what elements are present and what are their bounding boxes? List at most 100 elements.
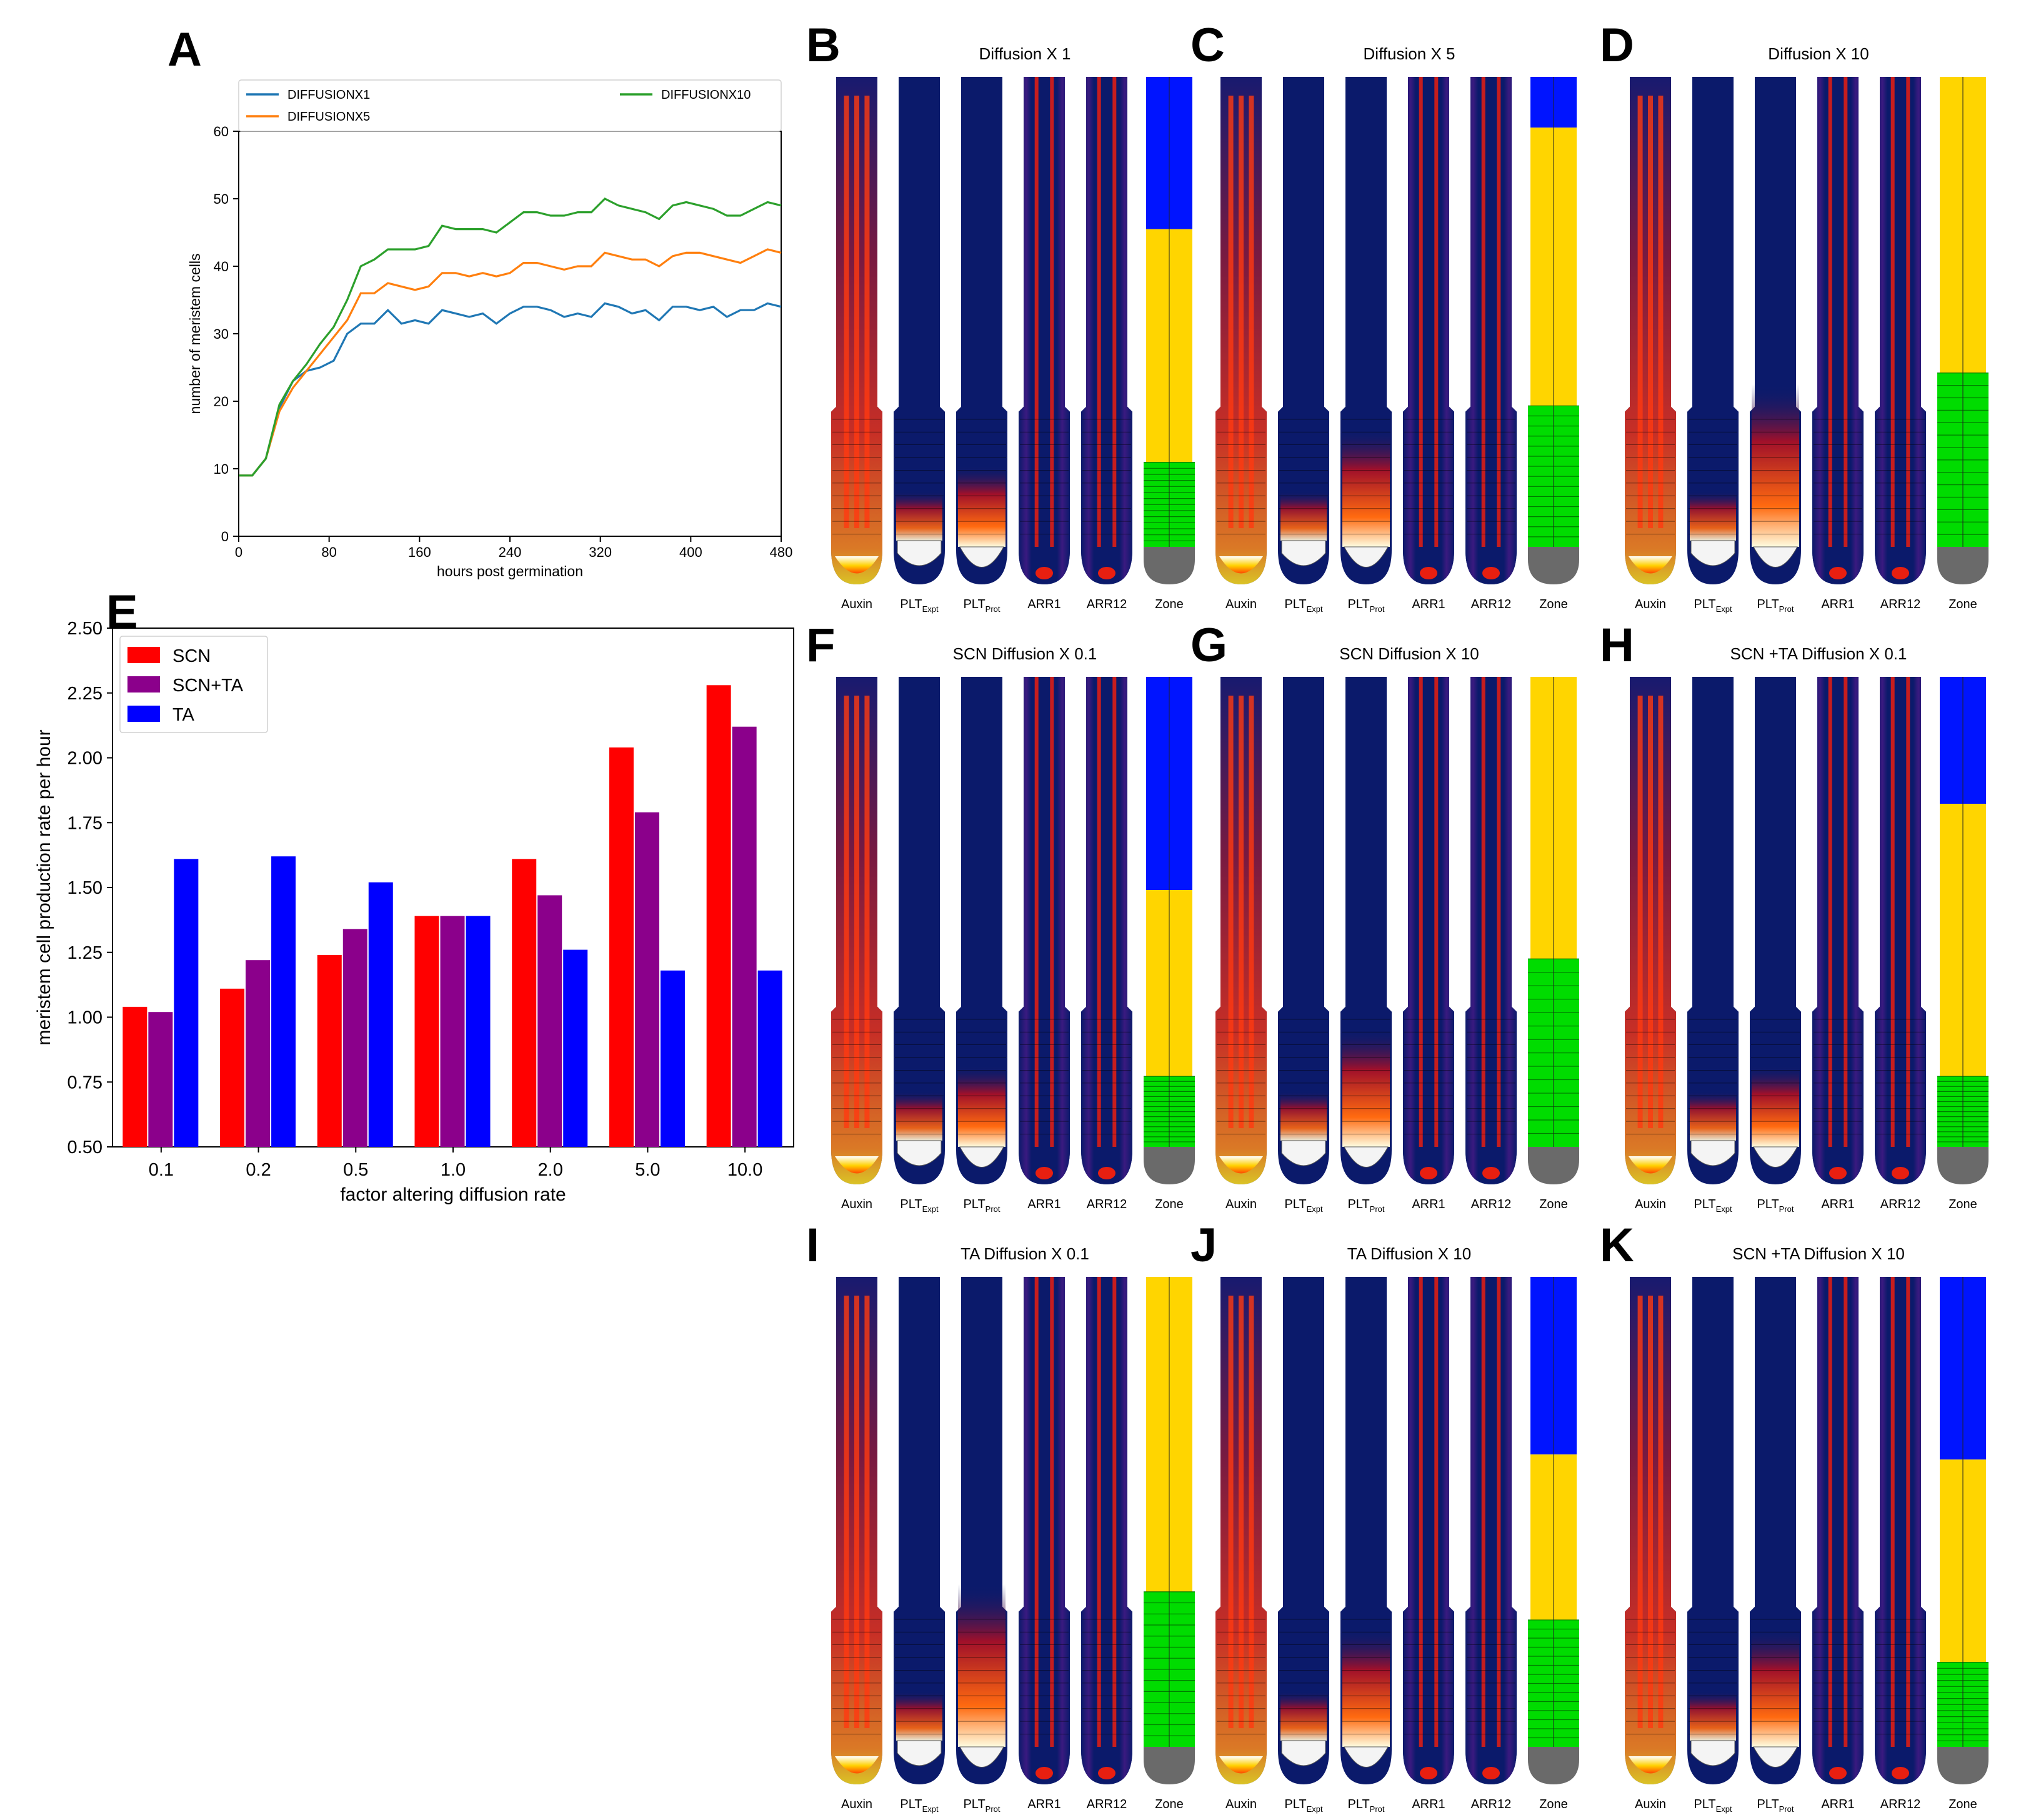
x-tick-label: 2.0 <box>538 1160 563 1180</box>
arr-stripe <box>1050 77 1054 547</box>
column-label: ARR12 <box>1880 1798 1920 1811</box>
auxin-stripe <box>1637 96 1643 528</box>
y-tick-label: 50 <box>214 191 229 207</box>
arr-stripe <box>1497 77 1501 547</box>
bar-ta-5.0 <box>660 970 685 1147</box>
arr-stripe <box>1906 77 1910 547</box>
arr-stripe <box>1034 77 1039 547</box>
panel-title: Diffusion X 10 <box>1768 44 1869 63</box>
root-column: Auxin <box>1625 677 1676 1211</box>
arr-gradient <box>1875 1277 1926 1784</box>
root-column: ARR1 <box>1812 1277 1864 1811</box>
bar-ta-10.0 <box>757 970 782 1147</box>
root-column: Zone <box>1937 677 1989 1211</box>
arr-stripe <box>1419 1277 1423 1747</box>
column-label: Auxin <box>1225 1798 1257 1811</box>
column-label: ARR12 <box>1880 1198 1920 1211</box>
plt-tip <box>1344 546 1389 568</box>
panel-title: TA Diffusion X 0.1 <box>961 1244 1089 1263</box>
panel-title: SCN Diffusion X 0.1 <box>953 644 1097 663</box>
arr-tip <box>1035 567 1053 579</box>
plt-tip <box>1690 1740 1735 1766</box>
plt-prot-gradient <box>1342 428 1390 547</box>
root-column: PLTExpt <box>1278 1277 1329 1814</box>
auxin-tip <box>1629 1756 1672 1774</box>
panel-title: Diffusion X 5 <box>1364 44 1455 63</box>
column-label: ARR1 <box>1027 1198 1060 1211</box>
auxin-tip <box>1219 1156 1263 1174</box>
plt-tip <box>1344 1146 1389 1168</box>
x-tick-label: 5.0 <box>635 1160 660 1180</box>
series-line-diffusionx1 <box>239 302 782 477</box>
arr-tip <box>1829 1167 1847 1179</box>
panel-letter: I <box>806 1219 819 1272</box>
x-tick-label: 10.0 <box>727 1160 762 1180</box>
root-column: ARR1 <box>1403 77 1454 611</box>
arr-gradient <box>1465 77 1517 584</box>
column-label: PLTExpt <box>900 598 939 614</box>
column-label: PLTProt <box>963 598 1000 614</box>
arr-gradient <box>1081 1277 1132 1784</box>
root-column: Zone <box>1528 677 1579 1211</box>
column-label: Zone <box>1155 1798 1184 1811</box>
y-tick-label: 30 <box>214 326 229 342</box>
y-tick-label: 0.50 <box>67 1138 102 1158</box>
root-column: PLTProt <box>1750 77 1801 614</box>
x-tick-label: 480 <box>770 544 793 560</box>
auxin-tip <box>1219 1756 1263 1774</box>
arr-gradient <box>1465 677 1517 1184</box>
zone-root-cap <box>1144 1747 1195 1784</box>
panel-letter: F <box>806 619 835 672</box>
arr-stripe <box>1481 677 1485 1147</box>
column-label: PLTExpt <box>1284 598 1323 614</box>
panel-letter: B <box>806 19 841 72</box>
root-panel-h: H SCN +TA Diffusion X 0.1 Auxin PLTExpt PLTP… <box>1600 619 1989 1214</box>
auxin-stripe <box>1239 96 1244 528</box>
panel-letter-A: A <box>167 23 202 76</box>
arr-tip <box>1482 1167 1500 1179</box>
zone-root-cap <box>1144 547 1195 584</box>
auxin-stripe <box>864 696 870 1128</box>
root-panel-k: K SCN +TA Diffusion X 10 Auxin PLTExpt PLTPr… <box>1600 1219 1989 1814</box>
arr-stripe <box>1844 1277 1848 1747</box>
arr-tip <box>1098 567 1115 579</box>
bar-scn-ta-10.0 <box>732 726 757 1147</box>
arr-stripe <box>1434 677 1439 1147</box>
arr-stripe <box>1434 77 1439 547</box>
panel-title: SCN +TA Diffusion X 10 <box>1732 1244 1905 1263</box>
auxin-tip <box>1219 556 1263 574</box>
root-column: ARR12 <box>1081 1277 1132 1811</box>
panel-title: SCN Diffusion X 10 <box>1339 644 1479 663</box>
column-label: Auxin <box>841 1198 872 1211</box>
legend-swatch <box>127 676 160 692</box>
panel-title: TA Diffusion X 10 <box>1347 1244 1471 1263</box>
column-label: ARR1 <box>1821 1798 1854 1811</box>
bar-scn-0.5 <box>317 954 342 1147</box>
column-label: ARR1 <box>1412 1198 1445 1211</box>
arr-stripe <box>1419 77 1423 547</box>
plt-expt-gradient <box>896 491 942 541</box>
arr-gradient <box>1019 677 1070 1184</box>
root-column: ARR1 <box>1019 677 1070 1211</box>
column-label: Auxin <box>841 1798 872 1811</box>
plt-tip <box>897 540 942 566</box>
arr-stripe <box>1828 77 1832 547</box>
root-column: ARR1 <box>1403 1277 1454 1811</box>
auxin-tip <box>1629 1156 1672 1174</box>
arr-tip <box>1420 1767 1437 1779</box>
x-tick-label: 240 <box>499 544 522 560</box>
arr-gradient <box>1019 1277 1070 1784</box>
root-column: PLTProt <box>1750 677 1801 1214</box>
root-column: PLTProt <box>956 1277 1007 1814</box>
root-column: Auxin <box>1215 77 1267 611</box>
arr-tip <box>1482 567 1500 579</box>
plt-prot-gradient <box>1342 1028 1390 1147</box>
plt-expt-gradient <box>1280 1691 1327 1741</box>
auxin-stripe <box>1228 696 1234 1128</box>
root-column: Zone <box>1528 77 1579 611</box>
arr-stripe <box>1890 677 1895 1147</box>
auxin-stripe <box>1249 96 1254 528</box>
arr-gradient <box>1875 77 1926 584</box>
bar-scn-0.1 <box>122 1006 147 1147</box>
